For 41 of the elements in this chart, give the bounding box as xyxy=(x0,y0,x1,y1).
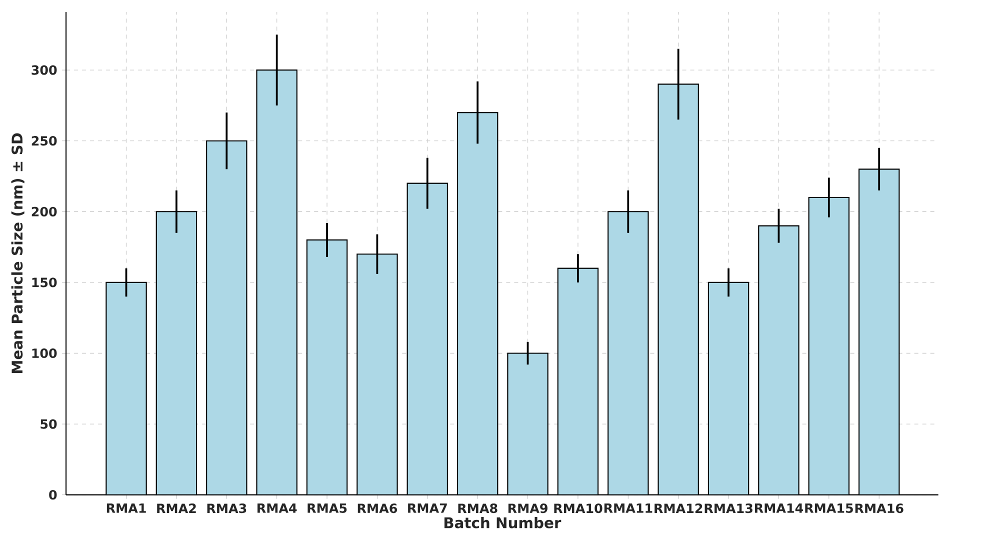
bar xyxy=(808,198,849,495)
x-tick-label: RMA6 xyxy=(358,504,398,514)
y-tick-label: 150 xyxy=(32,278,57,288)
bar xyxy=(508,353,548,495)
bar xyxy=(256,70,297,495)
bar xyxy=(658,84,698,495)
x-tick-label: RMA4 xyxy=(258,504,297,513)
bar xyxy=(407,183,448,495)
bar xyxy=(708,282,749,495)
bar xyxy=(858,168,900,495)
y-tick-label: 300 xyxy=(32,65,57,75)
x-tick-label: RMA1 xyxy=(106,504,146,513)
bar xyxy=(306,240,348,495)
x-tick-label: RMA15 xyxy=(805,504,853,514)
bar xyxy=(156,212,197,495)
x-tick-label: RMA9 xyxy=(508,504,548,514)
x-tick-label: RMA13 xyxy=(704,504,752,514)
bar xyxy=(106,282,146,495)
y-axis-title: Mean Particle Size (nm) ± SD xyxy=(11,133,24,374)
x-axis-title: Batch Number xyxy=(444,517,562,528)
x-tick-label: RMA7 xyxy=(408,504,447,513)
y-tick-label: 50 xyxy=(40,419,57,429)
x-tick-label: RMA5 xyxy=(308,504,347,514)
x-tick-label: RMA14 xyxy=(754,504,804,513)
x-tick-label: RMA11 xyxy=(604,504,652,513)
y-tick-label: 100 xyxy=(32,348,57,358)
bar xyxy=(608,212,648,495)
x-tick-label: RMA16 xyxy=(855,504,904,514)
bar xyxy=(758,226,799,495)
bar xyxy=(357,254,398,495)
x-tick-label: RMA2 xyxy=(157,504,196,514)
x-tick-label: RMA8 xyxy=(458,504,498,514)
x-tick-label: RMA12 xyxy=(654,504,702,514)
bar xyxy=(206,140,247,495)
bar xyxy=(558,268,598,495)
bar xyxy=(458,112,498,495)
y-tick-label: 0 xyxy=(49,490,57,500)
y-tick-label: 200 xyxy=(32,206,57,217)
x-tick-label: RMA10 xyxy=(554,504,602,514)
x-tick-label: RMA3 xyxy=(207,504,246,514)
y-tick-label: 250 xyxy=(32,136,57,146)
